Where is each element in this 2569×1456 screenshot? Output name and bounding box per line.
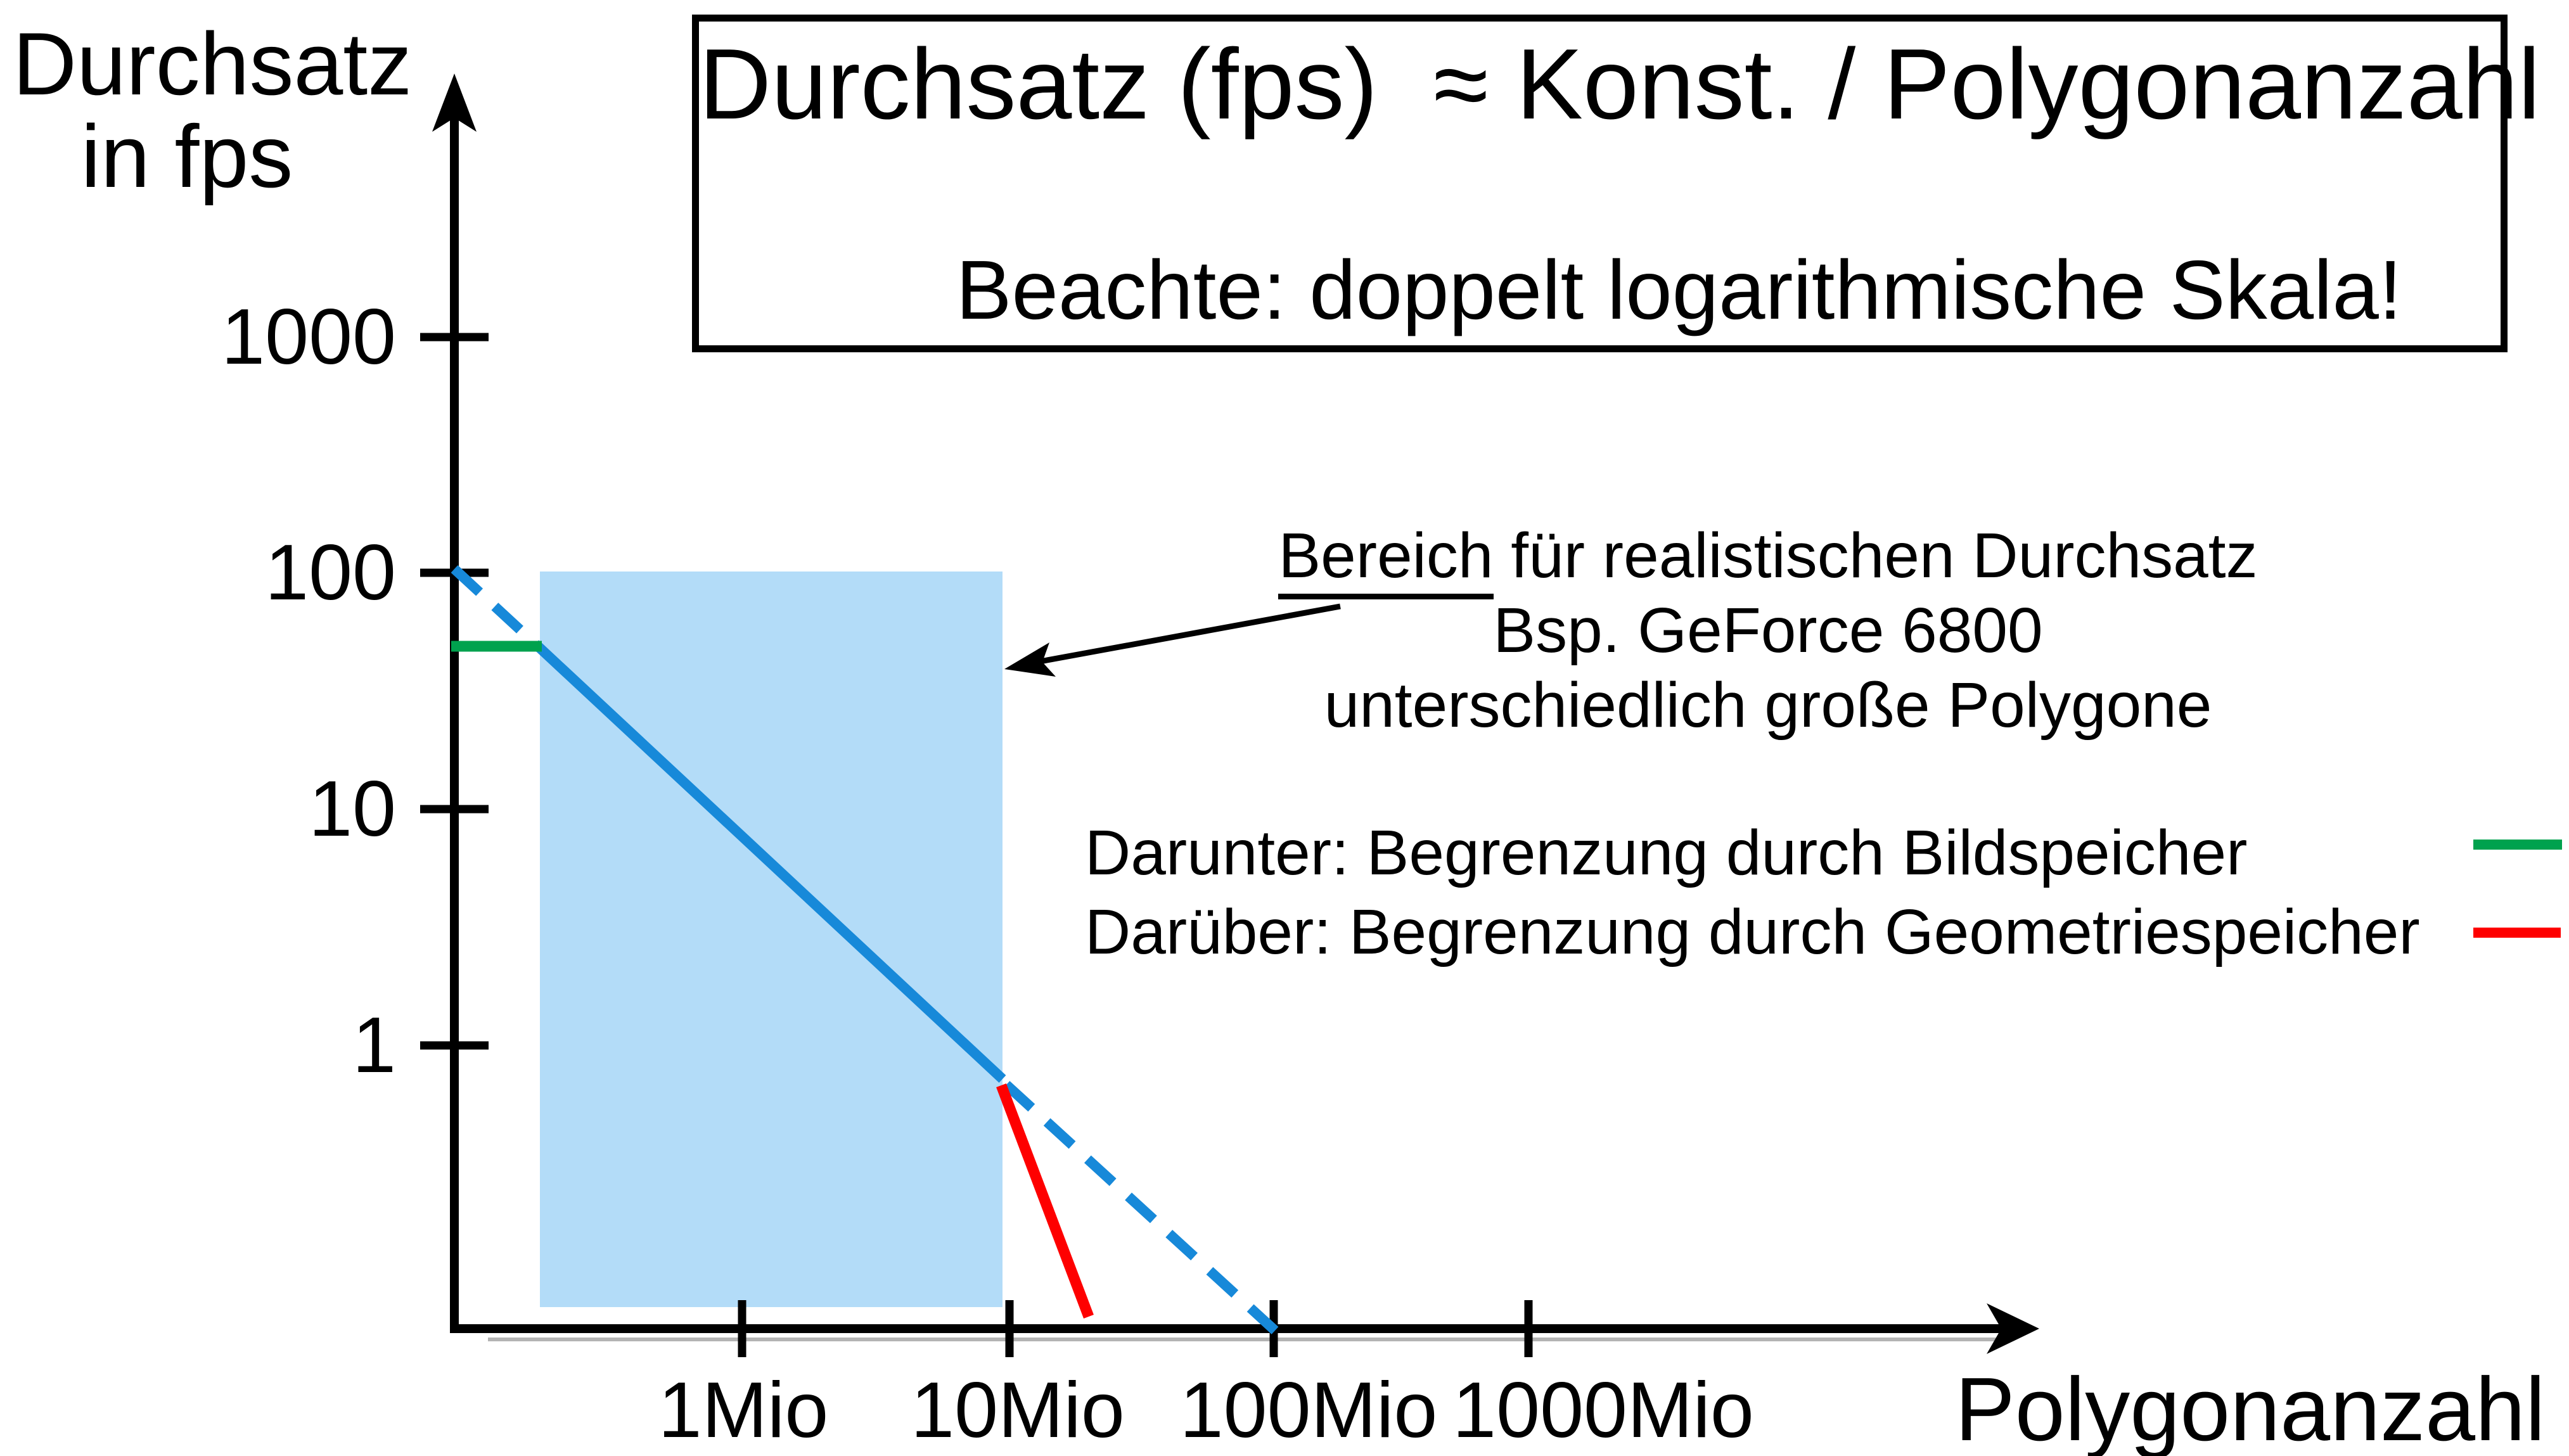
legend-label-geometriespeicher: Darüber: Begrenzung durch Geometriespeic… (1085, 897, 2420, 967)
y-tick-label-100: 100 (265, 529, 396, 616)
y-axis-title-line2: in fps (80, 106, 293, 206)
region-annotation-line3: unterschiedlich große Polygone (1324, 670, 2212, 741)
annotation-arrowhead-icon (1004, 642, 1056, 677)
x-axis-arrowhead-icon (1987, 1303, 2039, 1354)
title-box: Durchsatz (fps) ≈ Konst. / Polygonanzahl… (692, 15, 2540, 352)
geometriespeicher-limit-line (996, 1083, 1094, 1319)
region-annotation-keyword: Bereich (1278, 520, 1494, 599)
throughput-line-solid (535, 643, 1006, 1083)
chart-subtitle: Beachte: doppelt logarithmische Skala! (956, 243, 2402, 336)
throughput-line-dashed-upper (451, 565, 544, 652)
legend-swatch-red (2473, 928, 2561, 938)
x-tick-label-1000mio: 1000Mio (1452, 1367, 1754, 1454)
region-annotation-line1-rest: für realistischen Durchsatz (1493, 520, 2258, 591)
region-annotation: Bereich für realistischen Durchsatz Bsp.… (1229, 518, 2307, 743)
legend-swatch-green (2473, 840, 2562, 850)
region-annotation-line1: Bereich für realistischen Durchsatz (1229, 518, 2307, 599)
y-axis-title-line1: Durchsatz (13, 14, 413, 113)
x-tick-label-100mio: 100Mio (1179, 1367, 1438, 1454)
y-axis-arrowhead-icon (432, 73, 477, 132)
highlight-region (540, 572, 1003, 1307)
x-tick-label-1mio: 1Mio (658, 1367, 829, 1454)
throughput-line-dashed-lower (1003, 1081, 1279, 1334)
x-tick-label-10mio: 10Mio (911, 1367, 1125, 1454)
x-axis-title: Polygonanzahl (1955, 1359, 2546, 1456)
y-tick-label-1: 1 (352, 1002, 396, 1089)
y-tick-label-1000: 1000 (221, 293, 396, 381)
region-annotation-line2: Bsp. GeForce 6800 (1493, 595, 2043, 666)
annotation-arrow-line (1029, 603, 1341, 667)
chart-title: Durchsatz (fps) ≈ Konst. / Polygonanzahl (699, 29, 2540, 140)
y-tick-label-10: 10 (309, 765, 396, 853)
legend-label-bildspeicher: Darunter: Begrenzung durch Bildspeicher (1085, 817, 2248, 888)
y-axis-title: Durchsatz in fps (13, 14, 413, 206)
